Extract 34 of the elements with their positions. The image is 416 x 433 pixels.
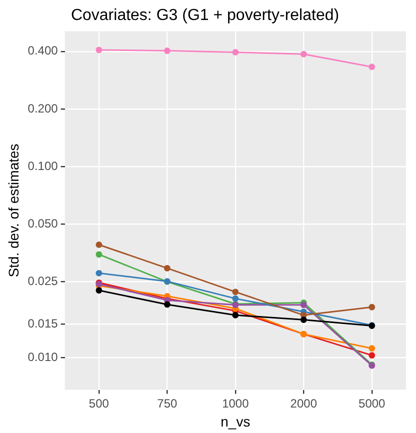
y-tick-label: 0.400 bbox=[28, 44, 58, 58]
y-tick-label: 0.100 bbox=[28, 158, 58, 173]
point bbox=[300, 316, 307, 323]
x-tick-label: 5000 bbox=[358, 396, 386, 410]
point bbox=[164, 265, 170, 272]
y-tick-label: 0.200 bbox=[28, 101, 58, 116]
point bbox=[368, 304, 376, 310]
point bbox=[164, 48, 170, 54]
point bbox=[368, 352, 376, 359]
point bbox=[232, 288, 239, 296]
point bbox=[300, 50, 307, 58]
point bbox=[232, 49, 239, 56]
x-tick-label: 2000 bbox=[290, 396, 318, 410]
point bbox=[232, 312, 239, 318]
x-tick-label: 500 bbox=[88, 396, 110, 410]
point bbox=[96, 270, 102, 276]
point bbox=[368, 64, 376, 70]
y-tick-label: 0.025 bbox=[28, 274, 58, 288]
y-tick-label: 0.015 bbox=[28, 316, 58, 330]
y-tick-label: 0.050 bbox=[28, 216, 58, 230]
point bbox=[96, 287, 102, 294]
x-tick-label: 750 bbox=[157, 396, 178, 410]
x-axis-title: n_vs bbox=[220, 413, 250, 430]
point bbox=[232, 295, 239, 302]
point bbox=[96, 242, 102, 248]
y-tick-label: 0.010 bbox=[28, 350, 58, 364]
point bbox=[96, 46, 102, 54]
point bbox=[368, 345, 376, 352]
point bbox=[164, 301, 170, 308]
y-axis-title: Std. dev. of estimates bbox=[5, 144, 22, 278]
point bbox=[300, 302, 307, 308]
point bbox=[96, 251, 102, 258]
chart-title: Covariates: G3 (G1 + poverty-related) bbox=[70, 7, 340, 24]
x-tick-label: 1000 bbox=[222, 396, 250, 410]
